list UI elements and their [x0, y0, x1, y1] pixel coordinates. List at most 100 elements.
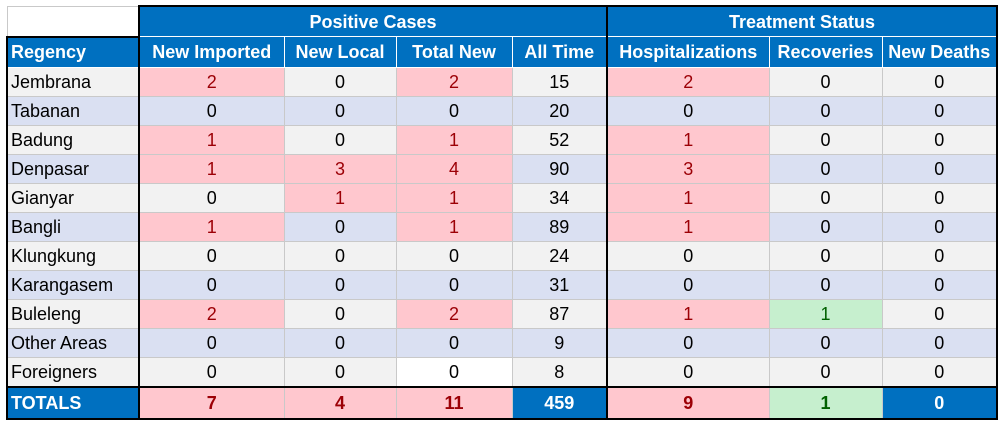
- new-local-cell[interactable]: 0: [283, 66, 397, 97]
- total-new-cell[interactable]: 2: [395, 298, 513, 329]
- recoveries-cell[interactable]: 1: [768, 298, 883, 329]
- recoveries-cell[interactable]: 0: [768, 124, 883, 155]
- new-deaths-cell[interactable]: 0: [881, 240, 998, 271]
- all-time-cell[interactable]: 90: [511, 153, 608, 184]
- all-time-cell[interactable]: 24: [511, 240, 608, 271]
- new-deaths-cell[interactable]: 0: [881, 327, 998, 358]
- new-local-cell[interactable]: 0: [283, 95, 397, 126]
- regency-name-cell[interactable]: Tabanan: [6, 95, 140, 126]
- hospitalizations-cell[interactable]: 0: [606, 269, 770, 300]
- new-local-cell[interactable]: 3: [283, 153, 397, 184]
- total-new-deaths-cell[interactable]: 0: [881, 385, 998, 420]
- regency-name-cell[interactable]: Jembrana: [6, 66, 140, 97]
- new-local-cell[interactable]: 0: [283, 240, 397, 271]
- regency-name-cell[interactable]: Karangasem: [6, 269, 140, 300]
- new-deaths-cell[interactable]: 0: [881, 182, 998, 213]
- new-imported-cell[interactable]: 2: [138, 66, 285, 97]
- new-deaths-cell[interactable]: 0: [881, 66, 998, 97]
- total-new-imported-cell[interactable]: 7: [138, 385, 285, 420]
- new-imported-cell[interactable]: 0: [138, 182, 285, 213]
- hospitalizations-cell[interactable]: 1: [606, 211, 770, 242]
- total-new-cell[interactable]: 0: [395, 240, 513, 271]
- total-new-cell[interactable]: 2: [395, 66, 513, 97]
- new-deaths-cell[interactable]: 0: [881, 124, 998, 155]
- recoveries-cell[interactable]: 0: [768, 66, 883, 97]
- new-imported-cell[interactable]: 0: [138, 356, 285, 387]
- all-time-cell[interactable]: 89: [511, 211, 608, 242]
- new-deaths-cell[interactable]: 0: [881, 95, 998, 126]
- hospitalizations-cell[interactable]: 3: [606, 153, 770, 184]
- recoveries-cell[interactable]: 0: [768, 211, 883, 242]
- recoveries-cell[interactable]: 0: [768, 153, 883, 184]
- new-imported-cell[interactable]: 1: [138, 211, 285, 242]
- new-imported-cell[interactable]: 1: [138, 153, 285, 184]
- hospitalizations-cell[interactable]: 0: [606, 95, 770, 126]
- hospitalizations-cell[interactable]: 2: [606, 66, 770, 97]
- new-local-cell[interactable]: 0: [283, 211, 397, 242]
- new-local-cell[interactable]: 0: [283, 298, 397, 329]
- hospitalizations-cell[interactable]: 1: [606, 124, 770, 155]
- recoveries-cell[interactable]: 0: [768, 327, 883, 358]
- new-deaths-cell[interactable]: 0: [881, 356, 998, 387]
- total-new-cell[interactable]: 0: [395, 327, 513, 358]
- new-deaths-cell[interactable]: 0: [881, 269, 998, 300]
- all-time-cell[interactable]: 87: [511, 298, 608, 329]
- total-total-new-cell[interactable]: 11: [395, 385, 513, 420]
- new-imported-cell[interactable]: 0: [138, 327, 285, 358]
- all-time-cell[interactable]: 15: [511, 66, 608, 97]
- recoveries-cell[interactable]: 0: [768, 240, 883, 271]
- total-hospitalizations-cell[interactable]: 9: [606, 385, 770, 420]
- table-row: Bangli 1 0 1 89 1 0 0: [6, 211, 998, 242]
- regency-name-cell[interactable]: Denpasar: [6, 153, 140, 184]
- new-local-cell[interactable]: 0: [283, 269, 397, 300]
- total-new-cell[interactable]: 0: [395, 356, 513, 387]
- recoveries-cell[interactable]: 0: [768, 269, 883, 300]
- table-row: Karangasem 0 0 0 31 0 0 0: [6, 269, 998, 300]
- new-local-cell[interactable]: 0: [283, 124, 397, 155]
- new-local-cell[interactable]: 0: [283, 356, 397, 387]
- all-time-cell[interactable]: 8: [511, 356, 608, 387]
- all-time-cell[interactable]: 31: [511, 269, 608, 300]
- all-time-cell[interactable]: 20: [511, 95, 608, 126]
- hospitalizations-cell[interactable]: 1: [606, 298, 770, 329]
- total-new-cell[interactable]: 1: [395, 182, 513, 213]
- recoveries-cell[interactable]: 0: [768, 182, 883, 213]
- hospitalizations-cell[interactable]: 0: [606, 356, 770, 387]
- total-new-cell[interactable]: 1: [395, 211, 513, 242]
- all-time-cell[interactable]: 52: [511, 124, 608, 155]
- new-deaths-cell[interactable]: 0: [881, 298, 998, 329]
- hospitalizations-cell[interactable]: 0: [606, 327, 770, 358]
- total-all-time-cell[interactable]: 459: [511, 385, 608, 420]
- all-time-cell[interactable]: 34: [511, 182, 608, 213]
- new-deaths-cell[interactable]: 0: [881, 153, 998, 184]
- new-local-cell[interactable]: 0: [283, 327, 397, 358]
- total-new-cell[interactable]: 1: [395, 124, 513, 155]
- total-new-cell[interactable]: 0: [395, 95, 513, 126]
- regency-name-cell[interactable]: Bangli: [6, 211, 140, 242]
- hospitalizations-cell[interactable]: 1: [606, 182, 770, 213]
- new-deaths-cell[interactable]: 0: [881, 211, 998, 242]
- regency-name-cell[interactable]: Gianyar: [6, 182, 140, 213]
- regency-name-cell[interactable]: Buleleng: [6, 298, 140, 329]
- regency-name-cell[interactable]: Other Areas: [6, 327, 140, 358]
- group-header-positive-cases: Positive Cases: [138, 5, 608, 37]
- new-local-cell[interactable]: 1: [283, 182, 397, 213]
- new-imported-cell[interactable]: 0: [138, 240, 285, 271]
- hospitalizations-cell[interactable]: 0: [606, 240, 770, 271]
- regency-name-cell[interactable]: Foreigners: [6, 356, 140, 387]
- new-imported-cell[interactable]: 2: [138, 298, 285, 329]
- all-time-cell[interactable]: 9: [511, 327, 608, 358]
- new-imported-cell[interactable]: 0: [138, 269, 285, 300]
- recoveries-cell[interactable]: 0: [768, 356, 883, 387]
- regency-name-cell[interactable]: Badung: [6, 124, 140, 155]
- new-imported-cell[interactable]: 0: [138, 95, 285, 126]
- recoveries-cell[interactable]: 0: [768, 95, 883, 126]
- column-header-total-new: Total New: [395, 36, 513, 68]
- total-new-cell[interactable]: 4: [395, 153, 513, 184]
- total-new-cell[interactable]: 0: [395, 269, 513, 300]
- new-imported-cell[interactable]: 1: [138, 124, 285, 155]
- regency-name-cell[interactable]: Klungkung: [6, 240, 140, 271]
- total-new-local-cell[interactable]: 4: [283, 385, 397, 420]
- total-recoveries-cell[interactable]: 1: [768, 385, 883, 420]
- covid-cases-table: Positive Cases Treatment Status Regency …: [6, 5, 998, 420]
